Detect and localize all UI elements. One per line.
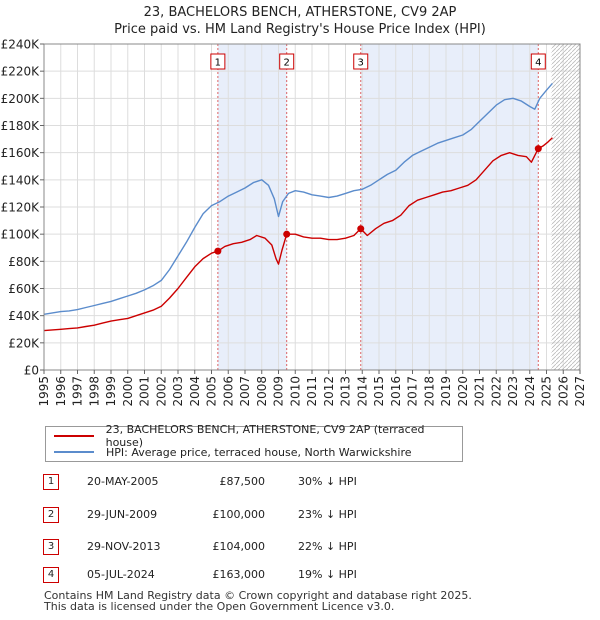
sale-date: 29-NOV-2013 (87, 540, 161, 553)
x-tick-label: 2013 (339, 376, 353, 407)
y-tick-label: £100K (1, 228, 41, 242)
forecast-hatch (551, 44, 580, 370)
x-tick-label: 2018 (422, 376, 436, 407)
footer: Contains HM Land Registry data © Crown c… (44, 590, 472, 612)
x-tick-label: 2017 (406, 376, 420, 407)
sale-date: 05-JUL-2024 (87, 568, 155, 581)
table-row: 3 29-NOV-2013 £104,000 22% ↓ HPI (43, 539, 403, 557)
x-tick-label: 2005 (205, 376, 219, 407)
x-tick-label: 2010 (288, 376, 302, 407)
x-tick-label: 2026 (556, 376, 570, 407)
chart-subtitle: Price paid vs. HM Land Registry's House … (114, 22, 486, 37)
x-tick-label: 2027 (573, 376, 587, 407)
x-tick-label: 1997 (71, 376, 85, 407)
property-price-line (43, 137, 553, 332)
x-tick-label: 2014 (355, 376, 369, 407)
y-tick-label: £20K (8, 336, 40, 350)
x-tick-label: 2007 (238, 376, 252, 407)
y-tick-label: £200K (1, 92, 41, 106)
sale-point (357, 225, 365, 233)
legend-label-hpi: HPI: Average price, terraced house, Nort… (106, 445, 412, 459)
legend-swatch-hpi (54, 451, 94, 453)
chart-legend: 23, BACHELORS BENCH, ATHERSTONE, CV9 2AP… (45, 423, 463, 462)
x-tick-label: 2024 (523, 376, 537, 407)
x-tick-label: 2000 (121, 376, 135, 407)
price-chart: 1 2 3 4 £0 £20K £40K £60K £80K £100K £120K £140K £1… (1, 38, 587, 407)
sale-marker-box (210, 53, 226, 70)
x-tick-label: 2008 (255, 376, 269, 407)
x-tick-label: 1998 (87, 376, 101, 407)
y-tick-label: £160K (1, 146, 41, 160)
sale-point (534, 145, 542, 153)
x-tick-label: 2009 (272, 376, 286, 407)
sale-number-badge: 3 (43, 539, 59, 555)
sale-hpi-diff: 22% ↓ HPI (298, 540, 357, 553)
x-tick-label: 2002 (154, 376, 168, 407)
y-tick-label: £180K (1, 119, 41, 133)
sale-hpi-diff: 23% ↓ HPI (298, 508, 357, 521)
sale-date: 29-JUN-2009 (87, 508, 158, 521)
sale-price: £100,000 (212, 508, 266, 521)
sale-date: 20-MAY-2005 (87, 475, 159, 488)
x-tick-label: 2011 (305, 376, 319, 407)
legend-item-property: 23, BACHELORS BENCH, ATHERSTONE, CV9 2AP… (54, 423, 462, 449)
x-tick-label: 2020 (456, 376, 470, 407)
legend-swatch-property (54, 435, 94, 437)
y-tick-label: £120K (1, 201, 41, 215)
x-tick-label: 2025 (540, 376, 554, 407)
x-tick-label: 2006 (221, 376, 235, 407)
footer-license: This data is licensed under the Open Gov… (44, 600, 395, 613)
sale-point (283, 230, 291, 238)
x-tick-label: 1996 (54, 376, 68, 407)
sale-marker-box (353, 53, 369, 70)
sale-point (214, 247, 222, 255)
legend-label-property: 23, BACHELORS BENCH, ATHERSTONE, CV9 2AP… (105, 423, 425, 449)
x-tick-label: 2023 (506, 376, 520, 407)
y-tick-label: £40K (8, 309, 40, 323)
y-tick-label: £220K (1, 65, 41, 79)
sale-price: £104,000 (212, 540, 266, 553)
sale-number-badge: 1 (43, 474, 59, 490)
table-row: 2 29-JUN-2009 £100,000 23% ↓ HPI (43, 507, 403, 525)
sale-hpi-diff: 30% ↓ HPI (298, 475, 357, 488)
sale-marker-label: 3 (358, 58, 364, 69)
x-tick-label: 2019 (439, 376, 453, 407)
sale-marker-label: 4 (535, 58, 541, 69)
y-tick-label: £80K (8, 255, 40, 269)
chart-title-block: 23, BACHELORS BENCH, ATHERSTONE, CV9 2AP… (0, 4, 600, 38)
sale-number-badge: 2 (43, 507, 59, 523)
sale-marker-label: 1 (215, 58, 221, 69)
hpi-line (43, 82, 553, 315)
x-tick-label: 2001 (138, 376, 152, 407)
y-tick-label: £60K (8, 282, 40, 296)
x-tick-label: 1995 (37, 376, 51, 407)
x-tick-label: 1999 (104, 376, 118, 407)
sale-marker-box (279, 53, 295, 70)
footer-copyright: Contains HM Land Registry data © Crown c… (44, 589, 472, 602)
legend-item-hpi: HPI: Average price, terraced house, Nort… (54, 444, 412, 460)
y-tick-label: £0 (24, 364, 39, 378)
table-row: 4 05-JUL-2024 £163,000 19% ↓ HPI (43, 567, 403, 585)
y-tick-label: £140K (1, 173, 41, 187)
chart-title: 23, BACHELORS BENCH, ATHERSTONE, CV9 2AP (143, 5, 457, 20)
table-row: 1 20-MAY-2005 £87,500 30% ↓ HPI (43, 474, 403, 492)
sale-price: £163,000 (212, 568, 266, 581)
x-tick-label: 2021 (473, 376, 487, 407)
x-tick-label: 2022 (489, 376, 503, 407)
sale-price: £87,500 (219, 475, 266, 488)
x-tick-label: 2015 (372, 376, 386, 407)
sale-hpi-diff: 19% ↓ HPI (298, 568, 357, 581)
x-tick-label: 2004 (188, 376, 202, 407)
sale-marker-box (530, 53, 546, 70)
y-tick-label: £240K (1, 38, 41, 52)
x-tick-label: 2012 (322, 376, 336, 407)
x-tick-label: 2016 (389, 376, 403, 407)
x-tick-label: 2003 (171, 376, 185, 407)
sale-number-badge: 4 (43, 567, 59, 583)
sale-marker-label: 2 (284, 58, 290, 69)
